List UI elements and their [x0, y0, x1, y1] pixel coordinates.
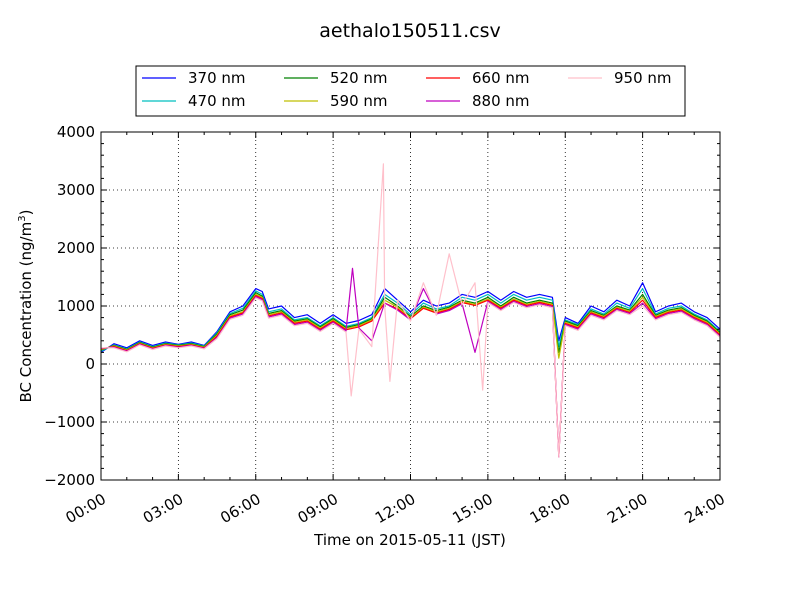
x-tick-label: 06:00: [217, 490, 263, 527]
series-lines: [100, 163, 721, 458]
x-tick-label: 24:00: [682, 490, 728, 527]
y-tick-label: 4000: [57, 123, 95, 141]
x-tick-labels: 00:00 03:00 06:00 09:00 12:00 15:00 18:00 21:00…: [63, 490, 728, 527]
y-tick-label: 0: [85, 355, 95, 373]
y-tick-label: 3000: [57, 181, 95, 199]
legend-label: 520 nm: [330, 69, 388, 87]
x-tick-label: 12:00: [372, 490, 418, 527]
legend-label: 880 nm: [472, 92, 530, 110]
y-axis-label: BC Concentration (ng/m3): [17, 210, 35, 403]
legend: 370 nm 470 nm 520 nm 590 nm 660 nm 880 nm 950 …: [135, 65, 686, 117]
legend-label: 660 nm: [472, 69, 530, 87]
x-axis-label: Time on 2015-05-11 (JST): [313, 531, 506, 549]
x-tick-label: 00:00: [63, 490, 109, 527]
x-tick-label: 21:00: [604, 490, 650, 527]
y-tick-label: −1000: [44, 413, 95, 431]
ticks: [100, 131, 721, 481]
chart-title: aethalo150511.csv: [319, 20, 501, 42]
y-axis-label-close: ): [17, 210, 35, 216]
x-tick-label: 15:00: [449, 490, 495, 527]
y-axis-label-sup: 3: [17, 215, 28, 221]
x-tick-label: 09:00: [295, 490, 341, 527]
legend-frame: [135, 65, 686, 117]
y-tick-label: −2000: [44, 471, 95, 489]
y-tick-label: 1000: [57, 297, 95, 315]
legend-label: 470 nm: [188, 92, 246, 110]
series-line-880-nm: [100, 267, 721, 458]
y-tick-label: 2000: [57, 239, 95, 257]
y-tick-labels: 4000 3000 2000 1000 0 −1000 −2000: [44, 123, 95, 489]
legend-label: 590 nm: [330, 92, 388, 110]
legend-label: 950 nm: [614, 69, 672, 87]
legend-label: 370 nm: [188, 69, 246, 87]
x-tick-label: 03:00: [140, 490, 186, 527]
x-tick-label: 18:00: [527, 490, 573, 527]
y-axis-label-main: BC Concentration (ng/m: [17, 222, 35, 403]
series-line-950-nm: [101, 163, 721, 458]
grid: [101, 132, 720, 480]
